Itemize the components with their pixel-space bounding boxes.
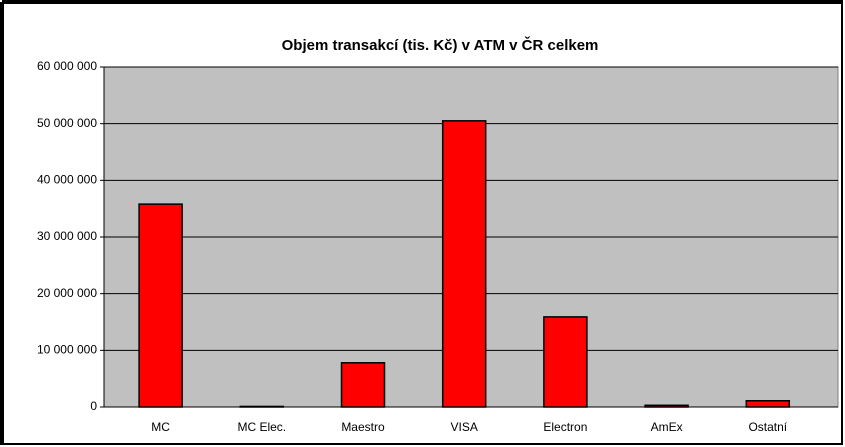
y-tick-label: 0 (90, 399, 97, 413)
bar (745, 400, 791, 408)
bar (138, 203, 183, 408)
bar (644, 404, 689, 408)
chart-title: Objem transakcí (tis. Kč) v ATM v ČR cel… (282, 36, 599, 54)
x-tick-label: MC Elec. (237, 420, 286, 434)
y-tick-label: 60 000 000 (37, 59, 97, 73)
x-tick-label: Ostatní (748, 420, 787, 434)
y-tick-label: 10 000 000 (37, 343, 97, 357)
y-tick-label: 30 000 000 (37, 229, 97, 243)
bar (239, 405, 285, 408)
x-tick-label: Maestro (341, 420, 385, 434)
x-tick-label: VISA (451, 420, 478, 434)
x-tick-label: Electron (543, 420, 587, 434)
x-tick-label: AmEx (651, 420, 683, 434)
bar (441, 120, 487, 408)
bar (340, 362, 386, 408)
y-tick-label: 50 000 000 (37, 116, 97, 130)
y-tick-label: 40 000 000 (37, 173, 97, 187)
x-tick-label: MC (151, 420, 170, 434)
bar (543, 316, 588, 408)
y-tick-label: 20 000 000 (37, 286, 97, 300)
